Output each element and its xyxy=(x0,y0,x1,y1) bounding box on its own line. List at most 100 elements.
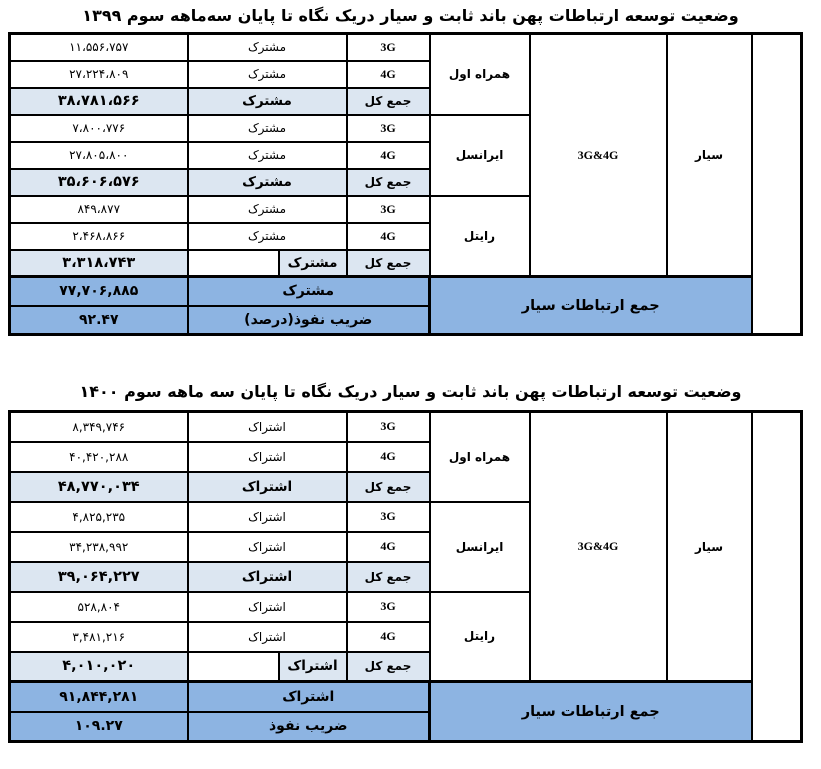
mobile-cell: سیار xyxy=(665,410,753,683)
table-row: سیار 3G&4G همراه اول 3G مشترک ۱۱،۵۵۶،۷۵۷ xyxy=(8,32,803,336)
unit-cell: مشترک xyxy=(186,140,348,170)
unit-cell: مشترک xyxy=(186,221,348,251)
value-cell: ۳۵،۶۰۶،۵۷۶ xyxy=(8,167,189,197)
summary-label-cell: اشتراک xyxy=(186,680,431,713)
operator-cell: رایتل xyxy=(428,590,531,683)
unit-label: اشتراک xyxy=(287,658,338,675)
tech-cell: 3G xyxy=(345,410,431,443)
unit-cell: اشتراک xyxy=(186,620,348,653)
total-row: جمع کل اشتراک ۴۸,۷۷۰,۰۳۴ xyxy=(8,470,802,503)
tech-cell: جمع کل xyxy=(345,167,431,197)
summary-value-cell: ۷۷,۷۰۶,۸۸۵ xyxy=(8,275,189,307)
summary-label-cell: ضریب نفوذ xyxy=(186,710,431,743)
unit-cell-split: اشتراک xyxy=(186,650,348,683)
table-title-1399: وضعیت توسعه ارتباطات پهن باند ثابت و سیا… xyxy=(82,6,739,25)
broadband-table-1399-wrap: سیار 3G&4G همراه اول 3G مشترک ۱۱،۵۵۶،۷۵۷… xyxy=(8,32,803,336)
group-cell: 3G&4G xyxy=(528,410,668,683)
operator-cell: ایرانسل xyxy=(428,500,531,593)
unit-cell: مشترک xyxy=(186,167,348,197)
total-row: جمع کل اشتراک ۴,۰۱۰,۰۲۰ xyxy=(8,650,802,683)
spacer-column xyxy=(750,410,803,743)
tech-cell: 3G xyxy=(345,32,431,62)
tech-cell: 4G xyxy=(345,440,431,473)
value-cell: ۵۲۸,۸۰۴ xyxy=(8,590,189,623)
summary-value-cell: ۹۲.۴۷ xyxy=(8,304,189,336)
value-cell: ۳,۴۸۱,۲۱۶ xyxy=(8,620,189,653)
table-row: 4G اشتراک ۴۰,۴۲۰,۲۸۸ xyxy=(8,440,802,473)
spacer-column xyxy=(750,32,803,336)
tech-cell: 4G xyxy=(345,221,431,251)
unit-cell: مشترک xyxy=(186,32,348,62)
operator-cell: رایتل xyxy=(428,194,531,278)
summary-value-cell: ۹۱,۸۴۴,۲۸۱ xyxy=(8,680,189,713)
tech-cell: 3G xyxy=(345,113,431,143)
table-title-1400: وضعیت توسعه ارتباطات پهن باند ثابت و سیا… xyxy=(79,382,742,401)
unit-cell: اشتراک xyxy=(186,590,348,623)
tech-cell: جمع کل xyxy=(345,86,431,116)
summary-label-cell: ضریب نفوذ(درصد) xyxy=(186,304,431,336)
table-row: ایرانسل 3G مشترک ۷،۸۰۰،۷۷۶ xyxy=(8,113,802,197)
value-cell: ۸,۳۴۹,۷۴۶ xyxy=(8,410,189,443)
unit-cell: مشترک xyxy=(186,113,348,143)
value-cell: ۲،۴۶۸،۸۶۶ xyxy=(8,221,189,251)
value-cell: ۳۹,۰۶۴,۲۲۷ xyxy=(8,560,189,593)
operator-cell: همراه اول xyxy=(428,32,531,116)
tech-cell: 4G xyxy=(345,620,431,653)
unit-cell: مشترک xyxy=(186,194,348,224)
unit-cell: اشتراک xyxy=(186,440,348,473)
summary-row: ضریب نفوذ ۱۰۹.۲۷ xyxy=(8,710,802,743)
tech-cell: 4G xyxy=(345,140,431,170)
summary-total-cell: جمع ارتباطات سیار xyxy=(428,275,753,336)
split-blank xyxy=(189,653,280,680)
tech-cell: 4G xyxy=(345,530,431,563)
table-row: 4G مشترک ۲۷،۸۰۵،۸۰۰ xyxy=(8,140,802,170)
unit-cell-split: مشترک xyxy=(186,248,348,278)
table-row: 4G اشتراک ۳,۴۸۱,۲۱۶ xyxy=(8,620,802,653)
summary-label-cell: مشترک xyxy=(186,275,431,307)
summary-row: جمع ارتباطات سیار مشترک ۷۷,۷۰۶,۸۸۵ xyxy=(8,275,802,336)
value-cell: ۷،۸۰۰،۷۷۶ xyxy=(8,113,189,143)
tech-cell: 4G xyxy=(345,59,431,89)
mobile-cell: سیار xyxy=(665,32,753,278)
value-cell: ۴,۰۱۰,۰۲۰ xyxy=(8,650,189,683)
tech-cell: 3G xyxy=(345,500,431,533)
tech-cell: جمع کل xyxy=(345,248,431,278)
value-cell: ۲۷،۸۰۵،۸۰۰ xyxy=(8,140,189,170)
total-row: جمع کل مشترک ۳،۳۱۸،۷۴۳ xyxy=(8,248,802,278)
summary-total-cell: جمع ارتباطات سیار xyxy=(428,680,753,743)
value-cell: ۲۷،۲۲۴،۸۰۹ xyxy=(8,59,189,89)
table-row: 4G اشتراک ۳۴,۲۳۸,۹۹۲ xyxy=(8,530,802,563)
tech-cell: جمع کل xyxy=(345,650,431,683)
tech-cell: جمع کل xyxy=(345,470,431,503)
unit-label: مشترک xyxy=(287,254,338,271)
broadband-table-1400-wrap: سیار 3G&4G همراه اول 3G اشتراک ۸,۳۴۹,۷۴۶… xyxy=(8,410,803,743)
unit-cell: مشترک xyxy=(186,86,348,116)
operator-cell: همراه اول xyxy=(428,410,531,503)
value-cell: ۸۴۹،۸۷۷ xyxy=(8,194,189,224)
unit-cell: اشتراک xyxy=(186,410,348,443)
table-row: رایتل 3G مشترک ۸۴۹،۸۷۷ xyxy=(8,194,802,278)
split-blank xyxy=(189,251,280,275)
broadband-table-1399: سیار 3G&4G همراه اول 3G مشترک ۱۱،۵۵۶،۷۵۷… xyxy=(8,32,803,336)
value-cell: ۳،۳۱۸،۷۴۳ xyxy=(8,248,189,278)
table-row: سیار 3G&4G همراه اول 3G اشتراک ۸,۳۴۹,۷۴۶ xyxy=(8,410,803,743)
total-row: جمع کل اشتراک ۳۹,۰۶۴,۲۲۷ xyxy=(8,560,802,593)
tech-cell: جمع کل xyxy=(345,560,431,593)
operator-cell: ایرانسل xyxy=(428,113,531,197)
table-row: 4G مشترک ۲،۴۶۸،۸۶۶ xyxy=(8,221,802,251)
value-cell: ۴۸,۷۷۰,۰۳۴ xyxy=(8,470,189,503)
value-cell: ۳۴,۲۳۸,۹۹۲ xyxy=(8,530,189,563)
unit-cell: اشتراک xyxy=(186,470,348,503)
table-row: ایرانسل 3G اشتراک ۴,۸۲۵,۲۳۵ xyxy=(8,500,802,593)
unit-cell: مشترک xyxy=(186,59,348,89)
tech-cell: 3G xyxy=(345,194,431,224)
table-row: رایتل 3G اشتراک ۵۲۸,۸۰۴ xyxy=(8,590,802,683)
summary-row: جمع ارتباطات سیار اشتراک ۹۱,۸۴۴,۲۸۱ xyxy=(8,680,802,743)
group-cell: 3G&4G xyxy=(528,32,668,278)
total-row: جمع کل مشترک ۳۵،۶۰۶،۵۷۶ xyxy=(8,167,802,197)
value-cell: ۱۱،۵۵۶،۷۵۷ xyxy=(8,32,189,62)
value-cell: ۴,۸۲۵,۲۳۵ xyxy=(8,500,189,533)
summary-value-cell: ۱۰۹.۲۷ xyxy=(8,710,189,743)
unit-cell: اشتراک xyxy=(186,500,348,533)
broadband-table-1400: سیار 3G&4G همراه اول 3G اشتراک ۸,۳۴۹,۷۴۶… xyxy=(8,410,803,743)
